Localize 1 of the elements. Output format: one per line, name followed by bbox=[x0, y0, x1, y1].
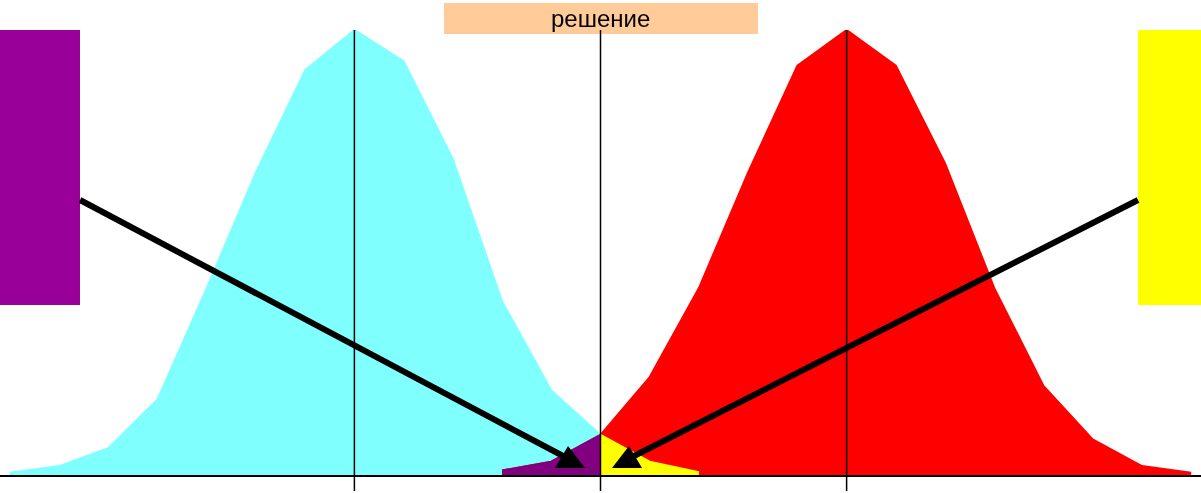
annotation: решение bbox=[551, 5, 651, 32]
